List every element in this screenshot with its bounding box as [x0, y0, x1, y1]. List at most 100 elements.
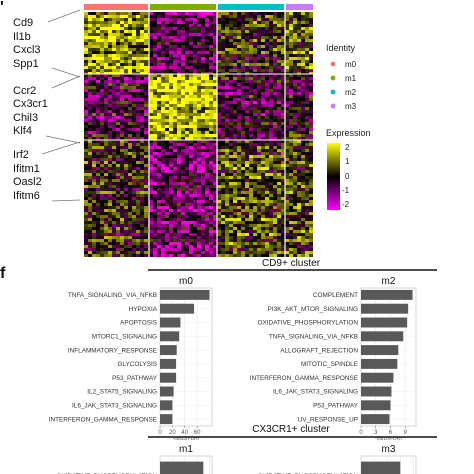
heatmap-cell — [185, 212, 189, 215]
heatmap-cell — [217, 218, 221, 221]
heatmap-cell — [253, 200, 257, 203]
heatmap-cell — [128, 233, 132, 236]
heatmap-cell — [297, 167, 301, 170]
heatmap-cell — [285, 69, 289, 72]
heatmap-cell — [100, 251, 104, 254]
heatmap-cell — [241, 107, 245, 110]
heatmap-cell — [265, 242, 269, 245]
heatmap-cell — [169, 24, 173, 27]
heatmap-cell — [161, 230, 165, 233]
heatmap-cell — [277, 164, 281, 167]
heatmap-cell — [297, 80, 301, 83]
heatmap-cell — [193, 15, 197, 18]
heatmap-cell — [301, 182, 305, 185]
heatmap-cell — [149, 239, 153, 242]
heatmap-cell — [281, 149, 285, 152]
heatmap-cell — [157, 60, 161, 63]
heatmap-cell — [297, 15, 301, 18]
heatmap-cell — [257, 146, 261, 149]
heatmap-cell — [120, 27, 124, 30]
heatmap-cell — [165, 170, 169, 173]
heatmap-cell — [253, 137, 257, 140]
heatmap-cell — [269, 173, 273, 176]
heatmap-cell — [285, 215, 289, 218]
heatmap-cell — [285, 230, 289, 233]
heatmap-cell — [257, 86, 261, 89]
heatmap-cell — [165, 98, 169, 101]
heatmap-cell — [144, 122, 148, 125]
heatmap-cell — [84, 33, 88, 36]
heatmap-cell — [120, 167, 124, 170]
heatmap-cell — [249, 92, 253, 95]
heatmap-cell — [285, 33, 289, 36]
bar — [361, 358, 398, 369]
heatmap-cell — [136, 155, 140, 158]
heatmap-cell — [233, 54, 237, 57]
heatmap-cell — [297, 12, 301, 15]
heatmap-cell — [132, 60, 136, 63]
heatmap-cell — [261, 74, 265, 77]
heatmap-cell — [233, 42, 237, 45]
heatmap-cell — [197, 60, 201, 63]
heatmap-cell — [297, 86, 301, 89]
heatmap-cell — [229, 18, 233, 21]
heatmap-cell — [169, 45, 173, 48]
heatmap-cell — [305, 57, 309, 60]
heatmap-cell — [165, 215, 169, 218]
heatmap-cell — [293, 89, 297, 92]
term-label: TNFA_SIGNALING_VIA_NFKB — [269, 334, 358, 341]
heatmap-cell — [253, 167, 257, 170]
heatmap-cell — [153, 27, 157, 30]
heatmap-cell — [189, 21, 193, 24]
heatmap-cell — [136, 77, 140, 80]
heatmap-cell — [237, 18, 241, 21]
heatmap-cell — [201, 125, 205, 128]
heatmap-cell — [124, 42, 128, 45]
heatmap-cell — [100, 12, 104, 15]
heatmap-cell — [277, 116, 281, 119]
heatmap-cell — [169, 116, 173, 119]
heatmap-cell — [84, 54, 88, 57]
heatmap-cell — [157, 191, 161, 194]
heatmap-cell — [124, 188, 128, 191]
heatmap-cell — [96, 92, 100, 95]
heatmap-cell — [149, 170, 153, 173]
heatmap-cell — [257, 155, 261, 158]
heatmap-cell — [104, 164, 108, 167]
heatmap-cell — [273, 125, 277, 128]
heatmap-cell — [169, 77, 173, 80]
heatmap-cell — [132, 66, 136, 69]
heatmap-cell — [193, 104, 197, 107]
heatmap-cell — [177, 230, 181, 233]
heatmap-cell — [132, 119, 136, 122]
heatmap-cell — [181, 137, 185, 140]
heatmap-cell — [257, 116, 261, 119]
heatmap-cell — [277, 119, 281, 122]
heatmap-cell — [157, 236, 161, 239]
heatmap-cell — [225, 72, 229, 74]
heatmap-cell — [273, 188, 277, 191]
heatmap-cell — [257, 128, 261, 131]
heatmap-cell — [161, 45, 165, 48]
heatmap-cell — [297, 66, 301, 69]
heatmap-cell — [108, 122, 112, 125]
heatmap-cell — [144, 12, 148, 15]
heatmap-cell — [169, 221, 173, 224]
heatmap-cell — [136, 179, 140, 182]
heatmap-cell — [309, 206, 313, 209]
heatmap-cell — [112, 146, 116, 149]
heatmap-cell — [241, 92, 245, 95]
heatmap-cell — [209, 95, 213, 98]
heatmap-cell — [257, 179, 261, 182]
heatmap-cell — [189, 15, 193, 18]
heatmap-cell — [273, 236, 277, 239]
heatmap-cell — [88, 42, 92, 45]
heatmap-cell — [128, 191, 132, 194]
heatmap-cell — [249, 113, 253, 116]
heatmap-cell — [136, 27, 140, 30]
heatmap-cell — [241, 36, 245, 39]
heatmap-cell — [253, 206, 257, 209]
heatmap-cell — [177, 245, 181, 248]
heatmap-cell — [273, 170, 277, 173]
heatmap-cell — [217, 98, 221, 101]
